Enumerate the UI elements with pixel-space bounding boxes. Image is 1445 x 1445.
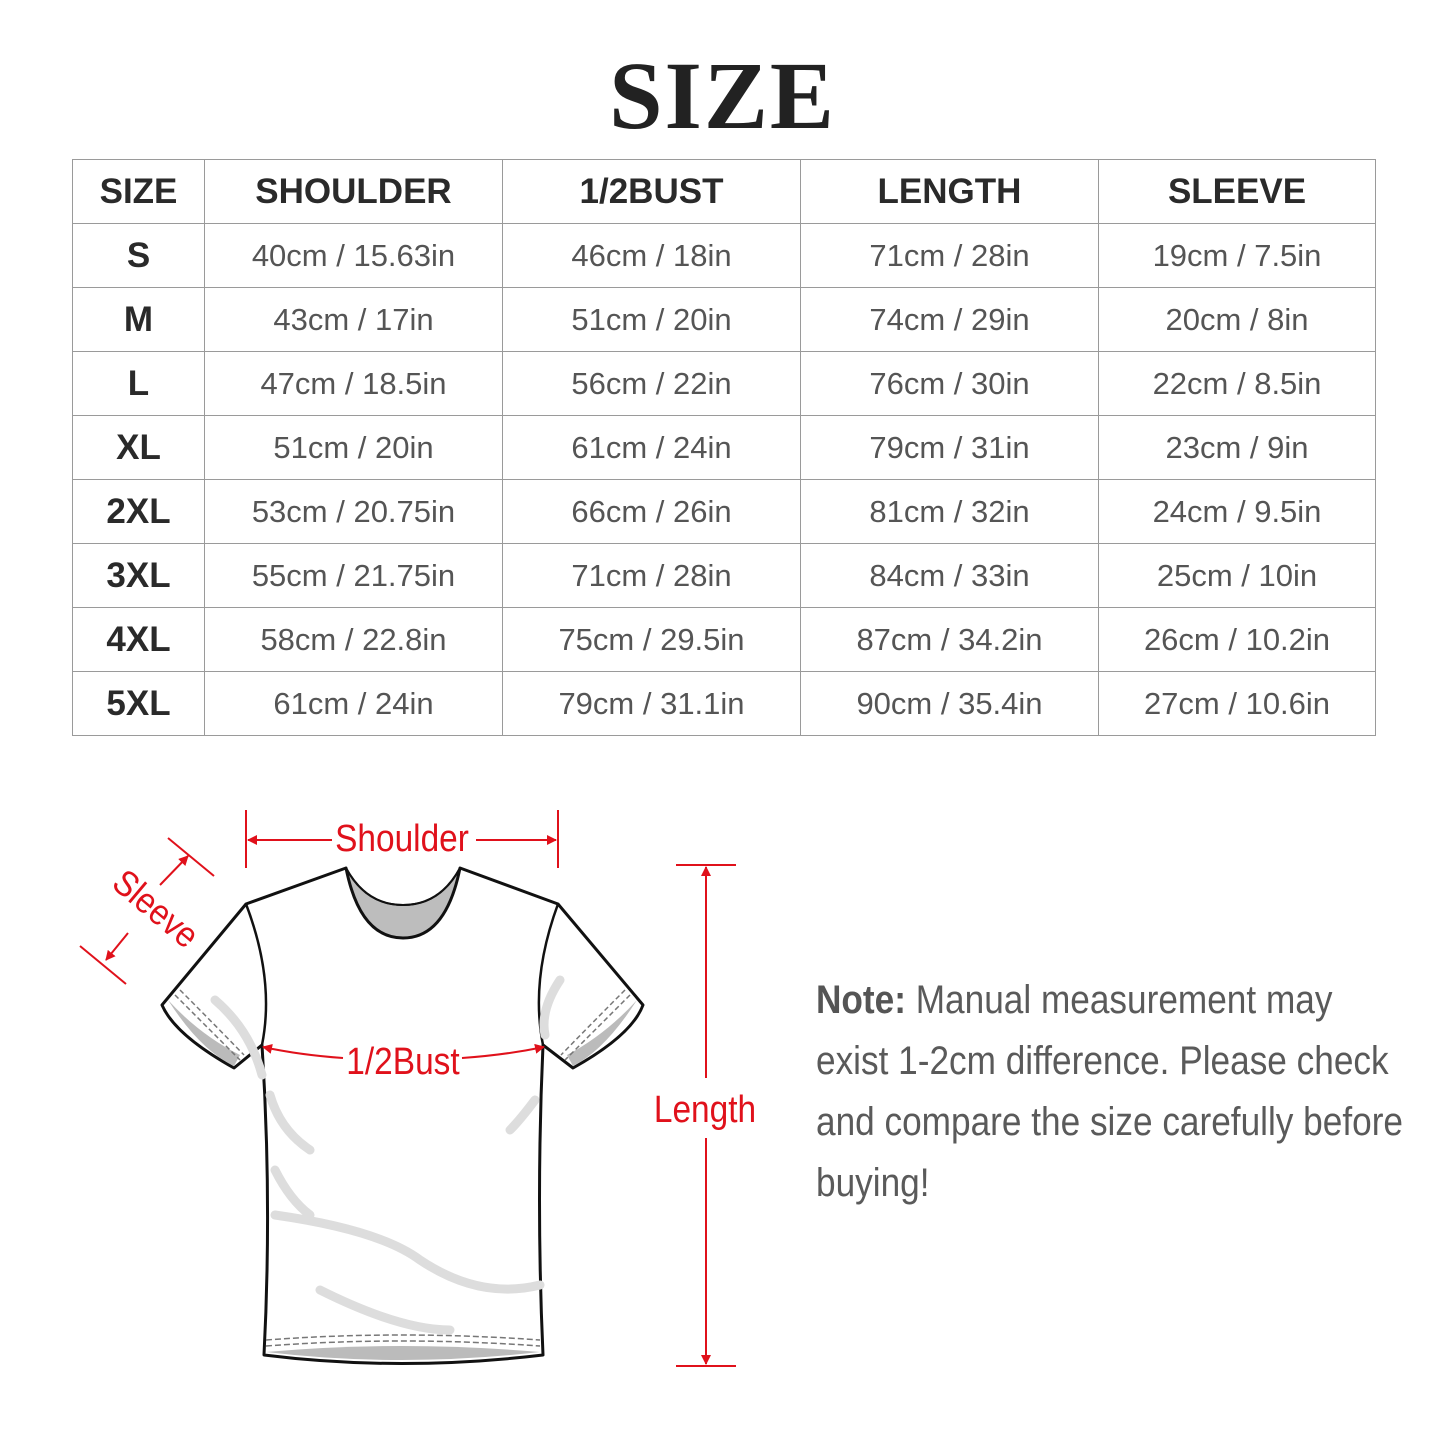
cell-bust: 46cm / 18in: [502, 223, 801, 288]
cell-bust: 61cm / 24in: [502, 415, 801, 480]
cell-sleeve: 24cm / 9.5in: [1098, 479, 1376, 544]
table-row: M 43cm / 17in 51cm / 20in 74cm / 29in 20cm /…: [72, 287, 1376, 352]
cell-length: 90cm / 35.4in: [800, 671, 1099, 736]
cell-sleeve: 22cm / 8.5in: [1098, 351, 1376, 416]
bust-measure: [262, 1043, 545, 1059]
header-bust: 1/2BUST: [502, 159, 801, 224]
cell-shoulder: 47cm / 18.5in: [204, 351, 503, 416]
cell-shoulder: 43cm / 17in: [204, 287, 503, 352]
cell-size: M: [72, 287, 205, 352]
note-body: Manual measurement may exist 1-2cm diffe…: [816, 978, 1403, 1205]
cell-bust: 75cm / 29.5in: [502, 607, 801, 672]
cell-shoulder: 40cm / 15.63in: [204, 223, 503, 288]
cell-shoulder: 51cm / 20in: [204, 415, 503, 480]
table-row: XL 51cm / 20in 61cm / 24in 79cm / 31in 23cm …: [72, 415, 1376, 480]
header-sleeve: SLEEVE: [1098, 159, 1376, 224]
note-label: Note:: [816, 978, 906, 1022]
cell-shoulder: 61cm / 24in: [204, 671, 503, 736]
cell-size: 5XL: [72, 671, 205, 736]
cell-length: 74cm / 29in: [800, 287, 1099, 352]
table-header-row: SIZE SHOULDER 1/2BUST LENGTH SLEEVE: [72, 159, 1376, 224]
table-row: L 47cm / 18.5in 56cm / 22in 76cm / 30in 22cm…: [72, 351, 1376, 416]
size-table: SIZE SHOULDER 1/2BUST LENGTH SLEEVE S 40c…: [72, 159, 1376, 736]
cell-sleeve: 25cm / 10in: [1098, 543, 1376, 608]
cell-shoulder: 55cm / 21.75in: [204, 543, 503, 608]
table-row: 5XL 61cm / 24in 79cm / 31.1in 90cm / 35.4in…: [72, 671, 1376, 736]
header-length: LENGTH: [800, 159, 1099, 224]
length-measure: [676, 864, 736, 1367]
cell-size: 3XL: [72, 543, 205, 608]
tshirt-icon: [160, 866, 645, 1365]
cell-sleeve: 20cm / 8in: [1098, 287, 1376, 352]
cell-size: 2XL: [72, 479, 205, 544]
sleeve-measure: [79, 837, 215, 985]
cell-bust: 66cm / 26in: [502, 479, 801, 544]
cell-bust: 51cm / 20in: [502, 287, 801, 352]
table-row: 3XL 55cm / 21.75in 71cm / 28in 84cm / 33in 2…: [72, 543, 1376, 608]
cell-size: 4XL: [72, 607, 205, 672]
cell-bust: 71cm / 28in: [502, 543, 801, 608]
shoulder-measure: [245, 810, 559, 868]
cell-sleeve: 27cm / 10.6in: [1098, 671, 1376, 736]
cell-length: 76cm / 30in: [800, 351, 1099, 416]
cell-shoulder: 58cm / 22.8in: [204, 607, 503, 672]
cell-shoulder: 53cm / 20.75in: [204, 479, 503, 544]
cell-sleeve: 26cm / 10.2in: [1098, 607, 1376, 672]
cell-size: S: [72, 223, 205, 288]
cell-bust: 79cm / 31.1in: [502, 671, 801, 736]
header-size: SIZE: [72, 159, 205, 224]
cell-bust: 56cm / 22in: [502, 351, 801, 416]
table-row: S 40cm / 15.63in 46cm / 18in 71cm / 28in 19c…: [72, 223, 1376, 288]
cell-length: 84cm / 33in: [800, 543, 1099, 608]
cell-sleeve: 23cm / 9in: [1098, 415, 1376, 480]
bust-label: 1/2Bust: [346, 1040, 459, 1082]
page-title: SIZE: [609, 42, 836, 149]
shoulder-label: Shoulder: [335, 817, 469, 859]
table-row: 2XL 53cm / 20.75in 66cm / 26in 81cm / 32in 2…: [72, 479, 1376, 544]
note-text: Note: Manual measurement may exist 1-2cm…: [816, 970, 1406, 1214]
cell-size: L: [72, 351, 205, 416]
cell-length: 81cm / 32in: [800, 479, 1099, 544]
length-label: Length: [654, 1088, 756, 1130]
cell-sleeve: 19cm / 7.5in: [1098, 223, 1376, 288]
cell-length: 79cm / 31in: [800, 415, 1099, 480]
